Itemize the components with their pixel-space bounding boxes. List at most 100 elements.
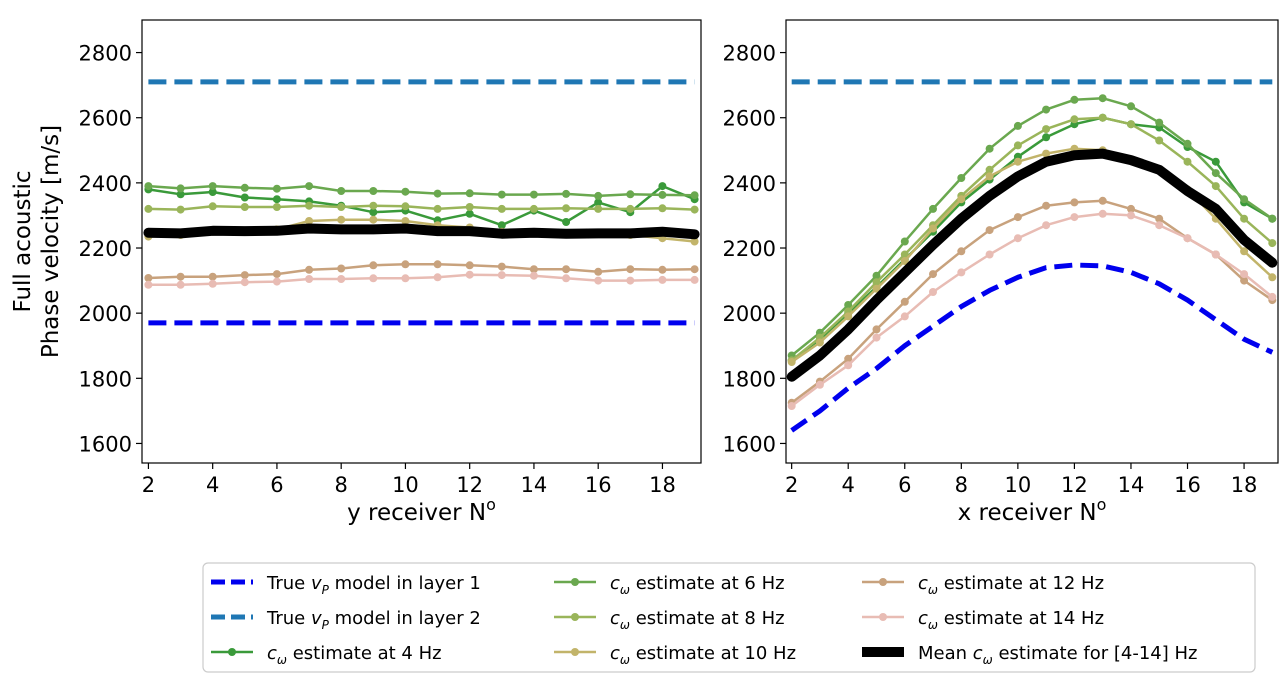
data-point-f12 <box>844 354 853 363</box>
y-tick-label: 2800 <box>79 42 132 66</box>
data-point-f6 <box>1070 95 1079 104</box>
data-point-f12 <box>369 261 378 270</box>
data-point-f12 <box>957 247 966 256</box>
data-point-f6 <box>1211 169 1220 178</box>
data-point-f12 <box>1127 204 1135 213</box>
data-point-f14 <box>1183 234 1192 243</box>
data-point-f14 <box>929 288 937 296</box>
legend-marker-f8 <box>571 613 579 621</box>
data-point-f10 <box>337 215 346 224</box>
data-point-f14 <box>690 275 699 284</box>
data-point-f8 <box>465 203 474 211</box>
data-point-f10 <box>1042 149 1051 158</box>
data-point-f14 <box>1268 292 1277 301</box>
data-point-f4 <box>497 221 506 230</box>
data-point-f8 <box>240 203 249 211</box>
data-point-f14 <box>658 275 667 284</box>
x-axis-label-text: x receiver N <box>958 500 1097 526</box>
data-point-f10 <box>1240 247 1249 256</box>
data-point-f6 <box>1183 139 1192 148</box>
x-tick-label: 14 <box>1118 473 1145 497</box>
x-tick-label: 2 <box>142 473 155 497</box>
data-point-f14 <box>594 276 603 285</box>
y-axis-label-line1: Full acoustic <box>10 170 36 312</box>
y-tick-label: 1800 <box>723 367 776 391</box>
data-point-f4 <box>208 188 217 196</box>
data-point-f6 <box>957 174 966 182</box>
data-point-f6 <box>1098 94 1107 103</box>
y-tick-label: 2800 <box>723 42 776 66</box>
data-point-f10 <box>844 312 853 321</box>
series-line-f4 <box>790 116 1274 362</box>
left-panel: 2 4 6 8 10 12 14 16 18 1600 1800 2000 2200 2400 2600 28… <box>10 19 702 526</box>
data-point-f8 <box>1155 136 1164 145</box>
data-point-f14 <box>1070 213 1079 222</box>
data-point-f12 <box>208 272 217 281</box>
data-point-f8 <box>1211 182 1220 191</box>
data-point-f14 <box>1240 270 1249 279</box>
data-point-f6 <box>1155 118 1164 127</box>
legend-label-f10: cω estimate at 10 Hz <box>610 643 796 667</box>
data-point-f6 <box>305 182 314 191</box>
data-point-f12 <box>176 272 185 281</box>
x-tick-label: 8 <box>334 473 347 497</box>
legend-marker-f10 <box>571 648 579 656</box>
data-point-f10 <box>1013 157 1022 166</box>
data-point-f12 <box>497 262 506 271</box>
y-axis-label-line2: Phase velocity [m/s] <box>38 125 64 358</box>
series-line-f6 <box>790 96 1274 357</box>
data-point-f8 <box>272 203 281 211</box>
y-tick-label: 1600 <box>79 432 132 456</box>
data-point-f12 <box>658 265 667 274</box>
data-point-f14 <box>900 312 909 321</box>
series-line-f10 <box>790 147 1274 364</box>
legend-marker-f12 <box>879 578 887 586</box>
y-tick-label: 2200 <box>79 237 132 261</box>
x-tick-label: 6 <box>898 473 911 497</box>
data-point-f14 <box>1155 221 1164 230</box>
data-point-f10 <box>787 358 796 366</box>
legend: True vP model in layer 1 cω estimate at 6… <box>202 562 1256 673</box>
data-point-f6 <box>465 189 474 198</box>
series-line-f14 <box>790 212 1274 408</box>
legend-box <box>202 562 1256 673</box>
data-point-f6 <box>658 190 667 199</box>
data-point-f12 <box>337 264 346 273</box>
data-point-f10 <box>305 217 314 225</box>
data-point-f6 <box>562 189 571 198</box>
data-point-f14 <box>369 274 378 283</box>
data-point-f8 <box>433 204 442 213</box>
data-point-f14 <box>305 275 314 283</box>
data-point-f14 <box>144 280 153 289</box>
plot-area <box>143 79 700 326</box>
data-point-f8 <box>401 202 410 211</box>
data-point-f6 <box>844 301 853 309</box>
data-point-f4 <box>465 209 474 218</box>
data-point-f14 <box>1211 250 1220 259</box>
data-point-f12 <box>272 270 281 279</box>
series-line-f12 <box>147 263 696 280</box>
data-point-f12 <box>872 325 881 334</box>
x-tick-label: 4 <box>842 473 855 497</box>
data-point-f6 <box>144 182 153 191</box>
legend-label-f8: cω estimate at 8 Hz <box>610 608 785 632</box>
data-point-f8 <box>1042 125 1051 134</box>
data-point-f8 <box>144 204 153 213</box>
x-tick-label: 18 <box>1231 473 1258 497</box>
series-line-f4 <box>147 184 696 227</box>
data-point-f4 <box>562 218 571 226</box>
data-point-f4 <box>272 195 281 204</box>
data-point-f8 <box>176 205 185 214</box>
data-point-f6 <box>985 144 994 153</box>
data-point-f14 <box>1098 209 1107 218</box>
data-point-f12 <box>401 260 410 269</box>
data-point-f14 <box>872 333 881 342</box>
x-axis-label-superscript: o <box>486 495 496 514</box>
data-point-f14 <box>787 402 796 410</box>
legend-marker-f6 <box>571 578 579 586</box>
data-point-f6 <box>240 183 249 192</box>
data-point-f8 <box>529 204 538 213</box>
data-point-f10 <box>815 338 824 347</box>
data-point-f6 <box>1013 121 1022 130</box>
